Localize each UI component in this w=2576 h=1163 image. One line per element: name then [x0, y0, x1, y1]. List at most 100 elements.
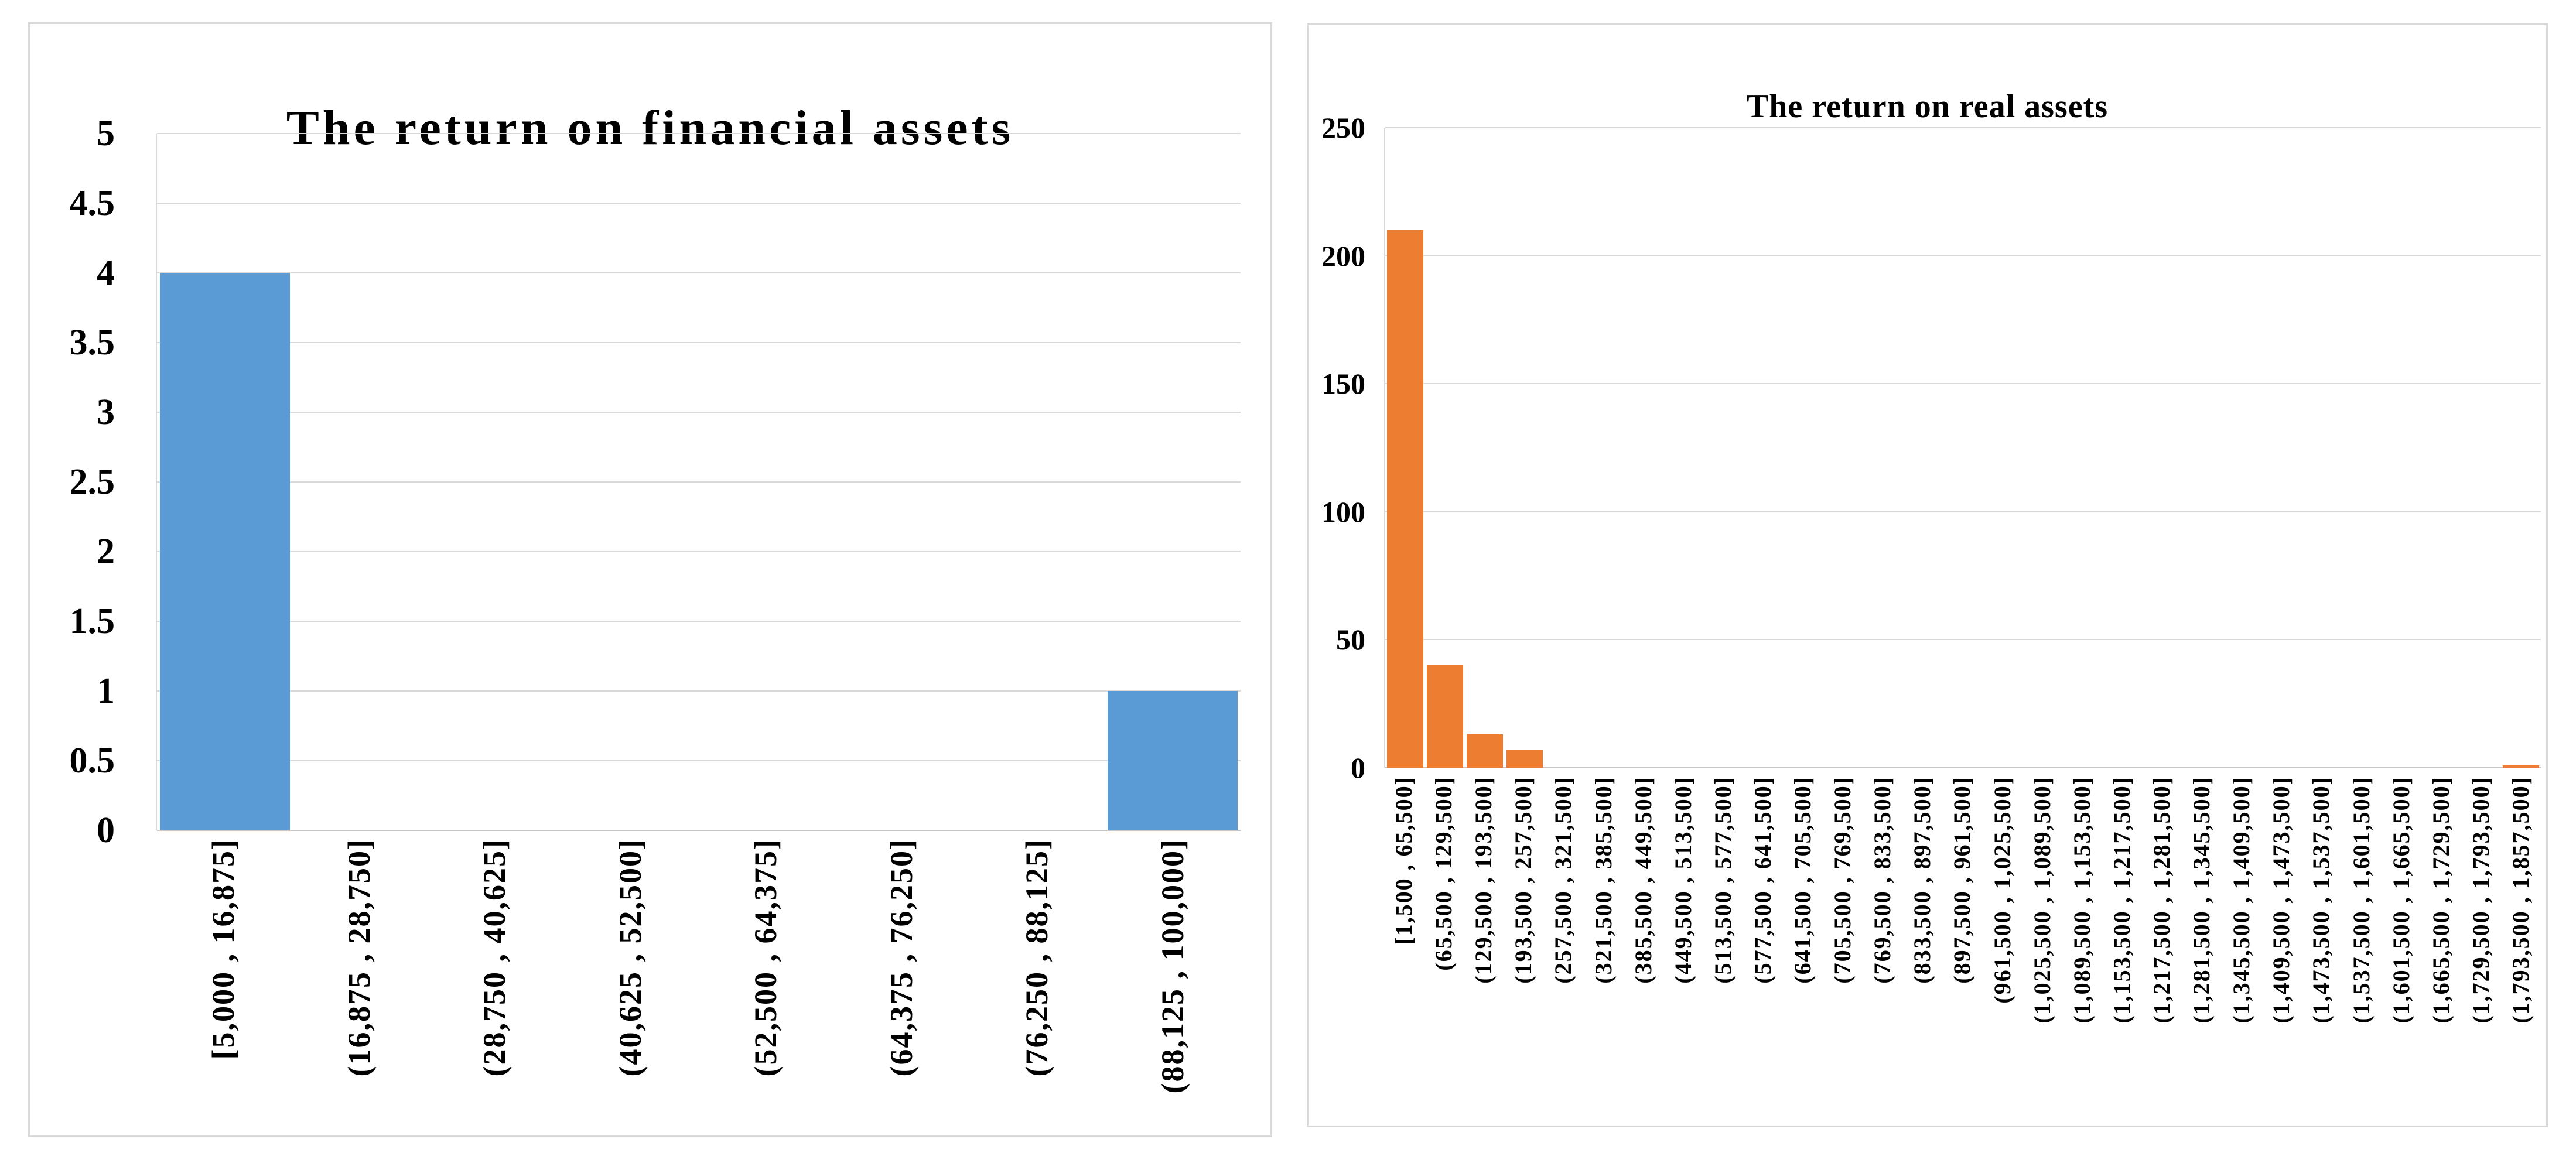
x-tick-label: (193,500 , 257,500]: [1510, 776, 1537, 984]
x-tick-slot: (1,409,500 , 1,473,500]: [2261, 776, 2301, 1121]
x-tick-slot: (449,500 , 513,500]: [1663, 776, 1703, 1121]
x-tick-slot: (833,500 , 897,500]: [1902, 776, 1942, 1121]
gridline: [157, 551, 1241, 552]
x-tick-label: (1,025,500 , 1,089,500]: [2028, 776, 2055, 1024]
x-tick-slot: (1,601,500 , 1,665,500]: [2382, 776, 2421, 1121]
x-tick-slot: (1,281,500 , 1,345,500]: [2182, 776, 2222, 1121]
gridline: [157, 342, 1241, 343]
x-tick-slot: (76,250 , 88,125]: [969, 838, 1105, 1125]
x-tick-label: (1,153,500 , 1,217,500]: [2108, 776, 2135, 1024]
x-tick-slot: (193,500 , 257,500]: [1504, 776, 1543, 1121]
x-tick-slot: (52,500 , 64,375]: [698, 838, 834, 1125]
y-tick-label: 250: [1321, 111, 1365, 144]
x-tick-slot: [1,500 , 65,500]: [1384, 776, 1424, 1121]
x-tick-slot: (257,500 , 321,500]: [1543, 776, 1583, 1121]
bar: [1108, 691, 1238, 830]
x-tick-label: (1,665,500 , 1,729,500]: [2427, 776, 2454, 1024]
chart-title: The return on real assets: [1746, 88, 2109, 125]
x-tick-label: (897,500 , 961,500]: [1949, 776, 1976, 984]
plot-area: [156, 133, 1241, 831]
y-tick-label: 150: [1321, 367, 1365, 401]
x-tick-slot: (1,665,500 , 1,729,500]: [2421, 776, 2461, 1121]
x-tick-slot: (321,500 , 385,500]: [1584, 776, 1624, 1121]
x-tick-label: [1,500 , 65,500]: [1391, 776, 1417, 945]
x-tick-slot: (1,473,500 , 1,537,500]: [2301, 776, 2341, 1121]
x-tick-label: (40,625 , 52,500]: [612, 838, 648, 1077]
y-tick-label: 50: [1336, 623, 1365, 656]
y-tick-label: 4: [97, 253, 115, 293]
bar: [1506, 750, 1543, 768]
financial-assets-chart-panel: The return on financial assets 5 4.5 4 3.5 3…: [28, 22, 1272, 1137]
x-tick-label: (449,500 , 513,500]: [1669, 776, 1696, 984]
x-axis: [5,000 , 16,875] (16,875 , 28,750] (28,750…: [156, 838, 1241, 1125]
x-tick-label: (1,729,500 , 1,793,500]: [2467, 776, 2494, 1024]
x-tick-label: (513,500 , 577,500]: [1709, 776, 1736, 984]
x-tick-label: (833,500 , 897,500]: [1909, 776, 1936, 984]
y-tick-label: 2.5: [69, 462, 115, 502]
x-tick-slot: (129,500 , 193,500]: [1464, 776, 1504, 1121]
x-axis: [1,500 , 65,500] (65,500 , 129,500] (129,5…: [1384, 776, 2541, 1121]
x-tick-label: (1,409,500 , 1,473,500]: [2268, 776, 2295, 1024]
x-tick-label: (1,473,500 , 1,537,500]: [2308, 776, 2335, 1024]
chart-title: The return on financial assets: [286, 100, 1014, 155]
y-tick-label: 100: [1321, 495, 1365, 528]
x-tick-label: (769,500 , 833,500]: [1869, 776, 1896, 984]
x-tick-slot: (769,500 , 833,500]: [1863, 776, 1902, 1121]
gridline: [157, 621, 1241, 622]
x-tick-label: (88,125 , 100,000]: [1154, 838, 1190, 1094]
x-tick-slot: (1,025,500 , 1,089,500]: [2022, 776, 2062, 1121]
x-tick-label: (1,793,500 , 1,857,500]: [2507, 776, 2534, 1024]
x-tick-label: (1,537,500 , 1,601,500]: [2348, 776, 2375, 1024]
gridline: [157, 481, 1241, 483]
x-tick-slot: (64,375 , 76,250]: [834, 838, 970, 1125]
y-tick-label: 1: [97, 671, 115, 711]
bar: [1387, 230, 1423, 768]
x-tick-slot: (65,500 , 129,500]: [1424, 776, 1464, 1121]
x-tick-slot: (1,089,500 , 1,153,500]: [2062, 776, 2102, 1121]
gridline: [1385, 255, 2541, 256]
bar: [159, 273, 290, 830]
x-tick-label: (129,500 , 193,500]: [1470, 776, 1497, 984]
gridline: [157, 203, 1241, 204]
y-tick-label: 1.5: [69, 601, 115, 641]
x-tick-label: (65,500 , 129,500]: [1430, 776, 1457, 971]
y-tick-label: 0: [1351, 751, 1365, 784]
gridline: [157, 133, 1241, 134]
x-tick-slot: (1,345,500 , 1,409,500]: [2222, 776, 2261, 1121]
x-tick-label: (705,500 , 769,500]: [1829, 776, 1856, 984]
y-tick-label: 0: [97, 810, 115, 850]
gridline: [1385, 127, 2541, 128]
x-tick-slot: (88,125 , 100,000]: [1105, 838, 1241, 1125]
x-tick-label: (321,500 , 385,500]: [1590, 776, 1617, 984]
x-tick-label: (1,217,500 , 1,281,500]: [2148, 776, 2175, 1024]
x-tick-slot: (1,153,500 , 1,217,500]: [2102, 776, 2142, 1121]
x-tick-slot: (577,500 , 641,500]: [1743, 776, 1783, 1121]
x-tick-slot: (16,875 , 28,750]: [292, 838, 428, 1125]
x-tick-slot: (513,500 , 577,500]: [1703, 776, 1743, 1121]
x-tick-slot: (1,217,500 , 1,281,500]: [2142, 776, 2182, 1121]
y-tick-label: 200: [1321, 239, 1365, 272]
gridline: [157, 412, 1241, 413]
gridline: [157, 690, 1241, 692]
x-tick-label: (385,500 , 449,500]: [1629, 776, 1656, 984]
y-tick-label: 4.5: [69, 183, 115, 223]
x-tick-label: (577,500 , 641,500]: [1749, 776, 1776, 984]
y-tick-label: 5: [97, 114, 115, 153]
gridline: [157, 272, 1241, 273]
x-tick-slot: (961,500 , 1,025,500]: [1983, 776, 2022, 1121]
x-axis-line: [1385, 767, 2541, 768]
x-tick-label: (16,875 , 28,750]: [341, 838, 377, 1077]
y-tick-label: 3: [97, 392, 115, 432]
x-tick-slot: (40,625 , 52,500]: [563, 838, 699, 1125]
y-tick-label: 2: [97, 532, 115, 572]
x-tick-label: (641,500 , 705,500]: [1789, 776, 1816, 984]
gridline: [1385, 639, 2541, 641]
bar: [2503, 765, 2539, 768]
x-tick-label: (1,601,500 , 1,665,500]: [2387, 776, 2414, 1024]
bar: [1467, 734, 1504, 768]
x-tick-slot: (1,729,500 , 1,793,500]: [2461, 776, 2501, 1121]
x-tick-label: (257,500 , 321,500]: [1550, 776, 1577, 984]
y-axis: 250 200 150 100 50 0: [1309, 113, 1384, 782]
x-tick-slot: (641,500 , 705,500]: [1783, 776, 1823, 1121]
y-tick-label: 0.5: [69, 741, 115, 781]
